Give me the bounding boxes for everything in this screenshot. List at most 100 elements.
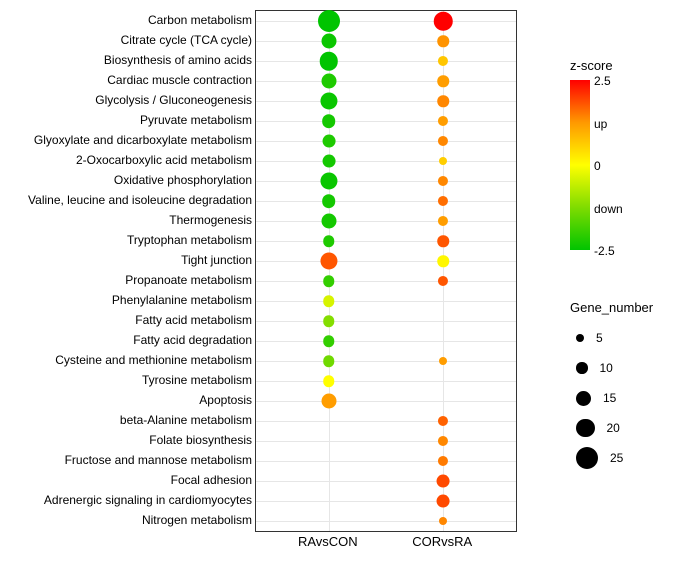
data-point xyxy=(322,114,336,128)
data-point xyxy=(437,95,449,107)
data-point xyxy=(323,295,335,307)
data-point xyxy=(437,75,449,87)
data-point xyxy=(434,12,453,31)
zscore-tick-label: 2.5 xyxy=(594,74,611,88)
gene-legend-row: 15 xyxy=(570,383,686,413)
gene-legend-label: 5 xyxy=(596,331,603,345)
gridline xyxy=(256,241,516,242)
zscore-tick-label: -2.5 xyxy=(594,244,615,258)
zscore-colorbar xyxy=(570,80,590,250)
data-point xyxy=(318,10,340,32)
gene-legend-row: 20 xyxy=(570,413,686,443)
data-point xyxy=(323,235,335,247)
data-point xyxy=(322,135,335,148)
data-point xyxy=(320,252,337,269)
gridline xyxy=(256,401,516,402)
data-point xyxy=(437,495,450,508)
gridline xyxy=(256,481,516,482)
data-point xyxy=(437,35,449,47)
gene-legend-label: 20 xyxy=(607,421,620,435)
data-point xyxy=(322,194,336,208)
gene-legend-swatch xyxy=(576,362,588,374)
gridline xyxy=(256,101,516,102)
y-category-label: 2-Oxocarboxylic acid metabolism xyxy=(2,154,252,166)
y-category-label: Tight junction xyxy=(2,254,252,266)
y-category-label: Phenylalanine metabolism xyxy=(2,294,252,306)
data-point xyxy=(438,456,448,466)
gridline xyxy=(256,521,516,522)
gridline xyxy=(256,81,516,82)
gridline xyxy=(256,181,516,182)
y-category-label: Glyoxylate and dicarboxylate metabolism xyxy=(2,134,252,146)
data-point xyxy=(439,517,447,525)
gridline xyxy=(256,261,516,262)
y-category-label: Propanoate metabolism xyxy=(2,274,252,286)
data-point xyxy=(321,74,336,89)
data-point xyxy=(438,436,448,446)
data-point xyxy=(323,335,335,347)
data-point xyxy=(321,214,336,229)
y-category-label: Fructose and mannose metabolism xyxy=(2,454,252,466)
data-point xyxy=(438,416,448,426)
gene-legend-label: 10 xyxy=(600,361,613,375)
data-point xyxy=(320,92,337,109)
y-category-label: Glycolysis / Gluconeogenesis xyxy=(2,94,252,106)
data-point xyxy=(321,34,336,49)
y-category-label: beta-Alanine metabolism xyxy=(2,414,252,426)
gene-legend-row: 10 xyxy=(570,353,686,383)
data-point xyxy=(323,315,335,327)
gridline xyxy=(256,41,516,42)
data-point xyxy=(438,176,448,186)
data-point xyxy=(438,196,448,206)
data-point xyxy=(320,52,339,71)
y-category-label: Valine, leucine and isoleucine degradati… xyxy=(2,194,252,206)
y-category-label: Oxidative phosphorylation xyxy=(2,174,252,186)
x-category-label: RAvsCON xyxy=(298,534,358,549)
data-point xyxy=(323,275,335,287)
data-point xyxy=(321,394,336,409)
data-point xyxy=(323,355,335,367)
zscore-tick-label: 0 xyxy=(594,159,601,173)
data-point xyxy=(320,172,337,189)
data-point xyxy=(439,157,447,165)
gene-number-legend-title: Gene_number xyxy=(570,300,686,315)
gene-legend-row: 5 xyxy=(570,323,686,353)
gridline xyxy=(256,421,516,422)
data-point xyxy=(437,475,450,488)
gridline xyxy=(256,341,516,342)
y-category-label: Biosynthesis of amino acids xyxy=(2,54,252,66)
gene-legend-swatch xyxy=(576,447,598,469)
gene-legend-row: 25 xyxy=(570,443,686,473)
y-category-label: Citrate cycle (TCA cycle) xyxy=(2,34,252,46)
gridline xyxy=(256,141,516,142)
data-point xyxy=(437,235,449,247)
gridline xyxy=(256,161,516,162)
gene-legend-swatch xyxy=(576,334,584,342)
gridline xyxy=(256,321,516,322)
data-point xyxy=(438,56,448,66)
y-category-label: Adrenergic signaling in cardiomyocytes xyxy=(2,494,252,506)
gridline xyxy=(256,361,516,362)
gridline xyxy=(256,301,516,302)
data-point xyxy=(439,357,447,365)
data-point xyxy=(438,216,448,226)
y-category-label: Focal adhesion xyxy=(2,474,252,486)
gridline xyxy=(256,381,516,382)
gene-legend-label: 25 xyxy=(610,451,623,465)
gridline xyxy=(256,61,516,62)
gridline xyxy=(256,201,516,202)
y-category-label: Pyruvate metabolism xyxy=(2,114,252,126)
y-category-label: Thermogenesis xyxy=(2,214,252,226)
zscore-legend: z-score 2.5up0down-2.5 xyxy=(570,58,680,77)
plot-panel xyxy=(255,10,517,532)
data-point xyxy=(322,155,335,168)
gene-legend-label: 15 xyxy=(603,391,616,405)
gridline xyxy=(256,441,516,442)
zscore-tick-label: down xyxy=(594,202,623,216)
dot-plot-chart: z-score 2.5up0down-2.5 Gene_number 5 10 15… xyxy=(0,0,686,571)
y-category-label: Fatty acid degradation xyxy=(2,334,252,346)
gridline xyxy=(329,11,330,531)
gridline xyxy=(256,121,516,122)
y-category-label: Tyrosine metabolism xyxy=(2,374,252,386)
gridline xyxy=(256,221,516,222)
